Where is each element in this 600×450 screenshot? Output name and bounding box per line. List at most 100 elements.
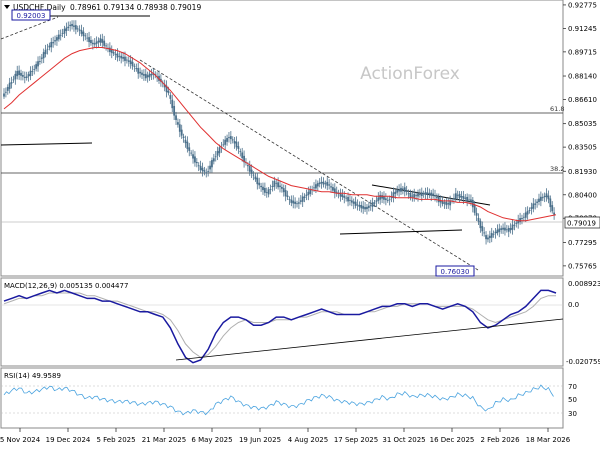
candle-body [309,189,312,194]
chart-header: USDCHF,Daily 0.78961 0.79134 0.78938 0.7… [4,3,201,12]
candle-body [57,34,60,40]
time-tick-label: 18 Mar 2026 [526,436,571,444]
candle-body [56,37,58,41]
price-axis: 0.92775 0.91245 0.89715 0.88140 0.86610 0.850… [563,1,597,270]
candle-body [29,70,32,76]
candle-body [553,212,556,215]
candle-body [267,189,270,195]
macd-label: MACD(12,26,9) 0.005135 0.004477 [4,282,128,290]
candle-body [169,95,172,99]
candle-body [263,187,266,193]
candle-body [511,224,514,230]
candle-body [125,59,128,61]
candle-body [494,231,497,234]
collapse-triangle-icon[interactable] [4,5,10,9]
candle-body [392,192,395,198]
candle-body [390,196,393,199]
ohlc-values: 0.78961 0.79134 0.78938 0.79019 [70,3,201,12]
candle-body [25,76,28,78]
candle-body [328,184,331,186]
candle-body [205,172,208,174]
candle-body [239,151,242,152]
candle-body [209,165,211,170]
candle-body [195,161,198,164]
candle-body [369,205,372,207]
candle-body [112,52,115,54]
candle-body [167,90,170,94]
candle-body [284,190,287,197]
candle-body [233,140,236,144]
candle-body [475,212,478,216]
time-tick-label: 17 Sep 2025 [334,436,378,444]
candle-body [190,152,193,154]
candle-body [46,48,49,50]
rsi-label: RSI(14) 49.9589 [4,372,61,380]
candle-body [33,69,36,70]
candle-body [246,165,249,167]
candle-body [95,41,98,44]
candle-body [97,40,100,43]
candle-body [509,228,512,231]
candle-body [424,192,427,195]
channel-lower-line [339,229,463,235]
candle-body [420,192,423,196]
candle-body [146,75,149,78]
candle-body [473,205,476,213]
candle-body [228,137,230,139]
candle-body [517,219,520,224]
candle-body [199,165,202,170]
candle-body [207,171,210,172]
candle-body [479,220,482,229]
macd-main-line [3,289,557,364]
low-annotation-box [435,265,475,277]
candle-body [320,182,323,184]
candle-body [330,186,332,188]
candle-body [16,70,19,77]
candle-body [135,68,138,70]
candle-body [418,194,421,196]
candle-body [343,195,346,198]
candle-body [466,196,469,202]
candle-body [528,209,531,211]
candle-body [360,204,363,209]
candle-body [91,42,94,45]
candle-body [90,40,92,44]
rsi-panel [0,367,564,429]
candle-body [262,186,264,191]
time-tick-label: 19 Jun 2025 [239,436,281,444]
candle-body [73,25,75,27]
candle-body [413,193,416,198]
candle-body [288,199,291,200]
candle-body [105,45,107,47]
candle-body [139,71,142,74]
candle-body [131,61,134,67]
price-tick-label: 0.77295 [568,239,597,247]
candle-body [333,188,336,194]
candle-body [78,29,81,31]
candle-body [498,228,501,232]
candle-body [298,202,300,204]
candle-body [150,74,153,76]
candle-body [6,86,9,91]
dashed-trendline-descending [139,59,479,271]
candle-body [470,199,472,202]
candle-body [460,196,463,198]
candle-body [214,156,217,158]
price-tick-label: 0.75765 [568,262,597,270]
candle-body [437,196,440,203]
candle-body [229,136,232,140]
candle-body [551,205,554,212]
candle-body [173,105,176,116]
candle-body [148,73,151,78]
candle-body [275,182,278,184]
candle-body [118,55,121,57]
candle-body [335,191,338,193]
candle-body [269,189,272,190]
candle-body [383,196,385,200]
candle-body [507,227,510,232]
candle-body [197,165,200,167]
candle-body [165,85,168,93]
candle-body [243,155,245,163]
candle-body [103,40,106,46]
candle-body [364,207,366,210]
